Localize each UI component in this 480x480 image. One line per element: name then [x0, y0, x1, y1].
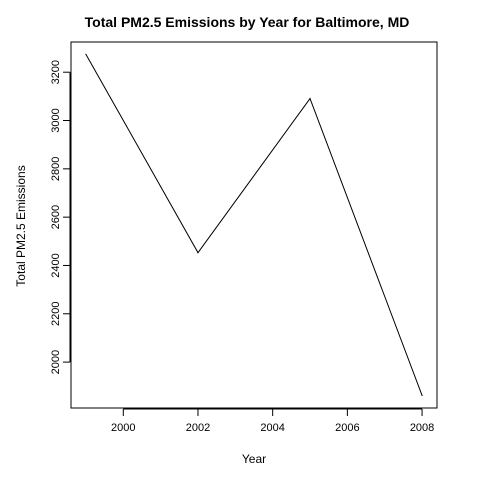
x-axis-label: Year	[242, 452, 266, 466]
chart-title: Total PM2.5 Emissions by Year for Baltim…	[85, 14, 410, 30]
y-tick-label: 3200	[50, 60, 62, 84]
x-tick-label: 2000	[111, 422, 135, 434]
x-tick-label: 2008	[410, 422, 434, 434]
x-axis: 2000 2002 2004 2006 2008	[111, 408, 434, 434]
y-tick-label: 2800	[50, 157, 62, 181]
y-tick-label: 2400	[50, 253, 62, 277]
data-point	[85, 53, 87, 55]
x-tick-label: 2006	[335, 422, 359, 434]
y-axis: 2000 2200 2400 2600 2800 3000 3200	[50, 60, 71, 374]
series-line	[85, 54, 423, 396]
data-point	[197, 252, 199, 254]
x-tick-label: 2002	[186, 422, 210, 434]
y-tick-label: 2200	[50, 302, 62, 326]
data-point	[309, 97, 311, 100]
y-tick-label: 2600	[50, 205, 62, 229]
y-tick-label: 2000	[50, 350, 62, 374]
x-tick-label: 2004	[260, 422, 284, 434]
plot-frame	[70, 41, 438, 409]
data-point	[421, 394, 423, 397]
y-axis-label: Total PM2.5 Emissions	[14, 165, 28, 286]
series-layer	[85, 53, 423, 397]
y-tick-label: 3000	[50, 108, 62, 132]
